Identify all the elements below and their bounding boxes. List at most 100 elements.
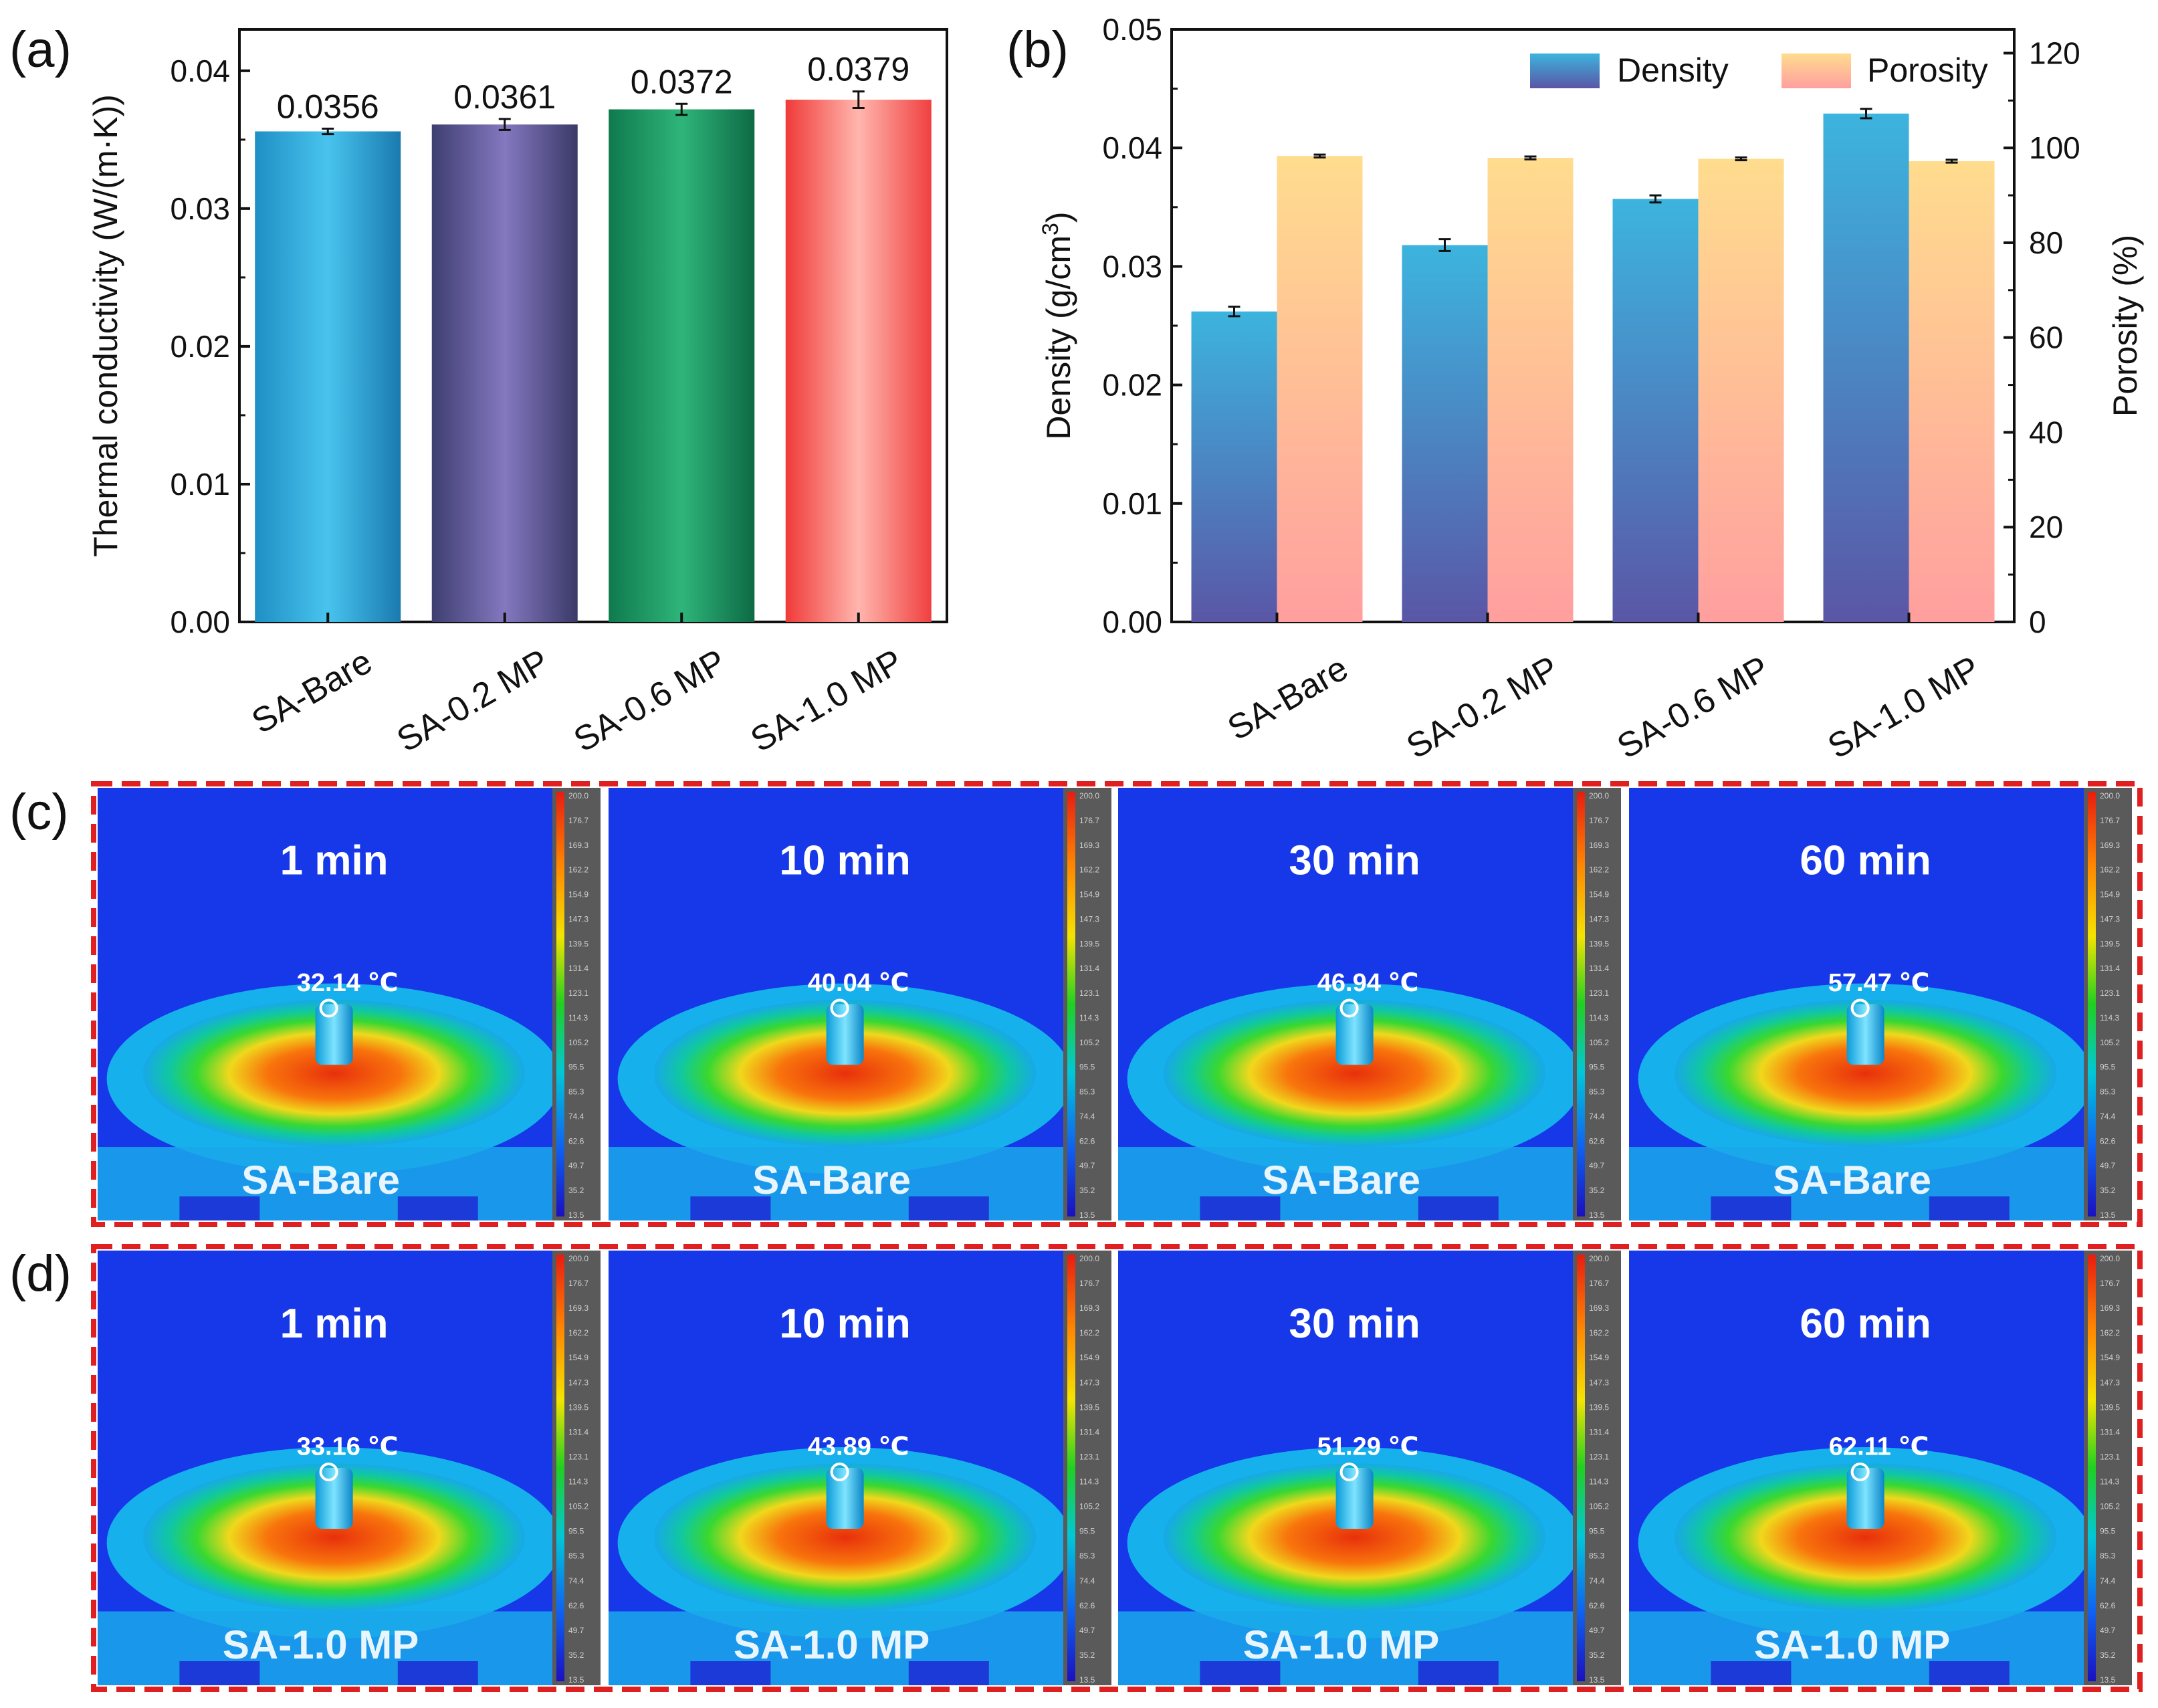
scale-value: 105.2 (1589, 1502, 1609, 1511)
sample-label: SA-1.0 MP (1243, 1622, 1439, 1667)
panel-label-a: (a) (9, 21, 72, 78)
scale-value: 123.1 (1079, 1452, 1099, 1461)
scale-value: 169.3 (2100, 841, 2120, 850)
scale-value: 139.5 (1079, 1402, 1099, 1412)
scale-value: 49.7 (1589, 1161, 1605, 1170)
scale-value: 147.3 (1079, 914, 1099, 924)
y-tick-label: 0.02 (1102, 368, 1162, 403)
scale-value: 13.5 (1079, 1675, 1095, 1685)
hot-plate-heat (1164, 1463, 1546, 1612)
scale-value: 123.1 (2100, 988, 2120, 998)
scale-value: 169.3 (568, 1303, 588, 1313)
bar-porosity (1909, 161, 1995, 623)
legend-label-porosity: Porosity (1867, 51, 1988, 89)
scale-value: 85.3 (1589, 1552, 1605, 1561)
scale-value: 154.9 (1079, 890, 1099, 899)
value-label: 0.0361 (453, 78, 556, 116)
scale-value: 85.3 (1079, 1087, 1095, 1097)
scale-value: 123.1 (568, 1452, 588, 1461)
scale-value: 131.4 (1079, 964, 1099, 973)
scale-value: 200.0 (1079, 1254, 1099, 1263)
scale-value: 85.3 (1079, 1552, 1095, 1561)
panel-label-b: (b) (1006, 21, 1069, 78)
scale-value: 95.5 (1079, 1063, 1095, 1072)
scale-value: 35.2 (2100, 1186, 2116, 1195)
scale-value: 200.0 (1589, 1254, 1609, 1263)
time-label: 60 min (1800, 837, 1931, 883)
scale-value: 131.4 (568, 1427, 588, 1436)
color-scale-bar (556, 792, 564, 1216)
plate-foot (690, 1661, 771, 1685)
sample-cylinder (826, 1468, 864, 1529)
scale-value: 85.3 (1589, 1087, 1605, 1097)
scale-value: 13.5 (1079, 1210, 1095, 1220)
scale-value: 176.7 (2100, 1279, 2120, 1288)
scale-value: 95.5 (2100, 1063, 2116, 1072)
sample-label: SA-Bare (752, 1158, 911, 1202)
bar-density (1612, 199, 1699, 622)
time-label: 10 min (779, 837, 910, 883)
scale-value: 74.4 (1589, 1576, 1605, 1586)
y2-tick-label: 0 (2029, 605, 2046, 639)
plate-foot (690, 1196, 771, 1220)
measure-point-marker (830, 1463, 849, 1481)
x-tick-label: SA-0.6 MP (568, 642, 733, 760)
bar-porosity (1698, 158, 1784, 623)
y2-tick-label: 100 (2029, 130, 2080, 165)
y-tick-label: 0.03 (170, 191, 230, 226)
scale-value: 176.7 (2100, 816, 2120, 825)
scale-value: 74.4 (2100, 1111, 2116, 1121)
plate-foot (1929, 1196, 2010, 1220)
scale-value: 131.4 (1589, 964, 1609, 973)
panel-label-d: (d) (9, 1245, 72, 1302)
y-tick-label: 0.05 (1102, 12, 1162, 47)
scale-value: 62.6 (568, 1601, 584, 1610)
scale-value: 147.3 (2100, 1378, 2120, 1387)
time-label: 1 min (280, 1301, 389, 1347)
scale-value: 105.2 (568, 1502, 588, 1511)
y-tick-label: 0.04 (1102, 130, 1162, 165)
plate-foot (1418, 1661, 1499, 1685)
temperature-readout: 40.04 ℃ (808, 969, 909, 997)
scale-value: 176.7 (1589, 1279, 1609, 1288)
bar-sa-bare (255, 131, 401, 622)
scale-value: 154.9 (1079, 1353, 1099, 1362)
temperature-readout: 46.94 ℃ (1317, 969, 1419, 997)
scale-value: 123.1 (1589, 1452, 1609, 1461)
scale-value: 147.3 (568, 1378, 588, 1387)
scale-value: 35.2 (1079, 1186, 1095, 1195)
temperature-readout: 43.89 ℃ (808, 1433, 909, 1461)
y-tick-label: 0.00 (170, 605, 230, 639)
panel-a: (a) 0.0356 0.0361 0.0372 0.0379 0.00 0.0… (9, 21, 948, 760)
hot-plate-heat (1675, 1463, 2057, 1612)
y-tick-label: 0.01 (1102, 486, 1162, 521)
scale-value: 169.3 (2100, 1303, 2120, 1313)
y2-tick-label: 60 (2029, 320, 2063, 355)
measure-point-marker (1850, 1463, 1870, 1481)
scale-value: 35.2 (2100, 1650, 2116, 1660)
x-tick-label: SA-0.6 MP (1611, 649, 1776, 766)
color-scale-bar (1067, 1255, 1075, 1681)
sample-label: SA-Bare (1773, 1158, 1931, 1202)
value-label: 0.0379 (807, 51, 909, 88)
scale-value: 147.3 (1589, 1378, 1609, 1387)
scale-value: 74.4 (568, 1576, 584, 1586)
x-tick-label: SA-0.2 MP (391, 642, 556, 760)
scale-value: 162.2 (2100, 865, 2120, 875)
scale-value: 95.5 (1079, 1527, 1095, 1536)
scale-value: 200.0 (1079, 791, 1099, 800)
bar-sa-1-0-mp (785, 100, 932, 622)
plate-foot (1200, 1661, 1281, 1685)
scale-value: 162.2 (1589, 865, 1609, 875)
plate-foot (1200, 1196, 1281, 1220)
scale-value: 49.7 (568, 1626, 584, 1635)
color-scale-bar (556, 1255, 564, 1681)
scale-value: 200.0 (2100, 791, 2120, 800)
scale-value: 49.7 (1079, 1161, 1095, 1170)
scale-value: 162.2 (568, 1328, 588, 1338)
plate-foot (1929, 1661, 2010, 1685)
scale-value: 114.3 (568, 1477, 588, 1487)
value-label: 0.0372 (631, 63, 733, 100)
scale-value: 169.3 (1589, 1303, 1609, 1313)
y-tick-label: 0.00 (1102, 605, 1162, 639)
